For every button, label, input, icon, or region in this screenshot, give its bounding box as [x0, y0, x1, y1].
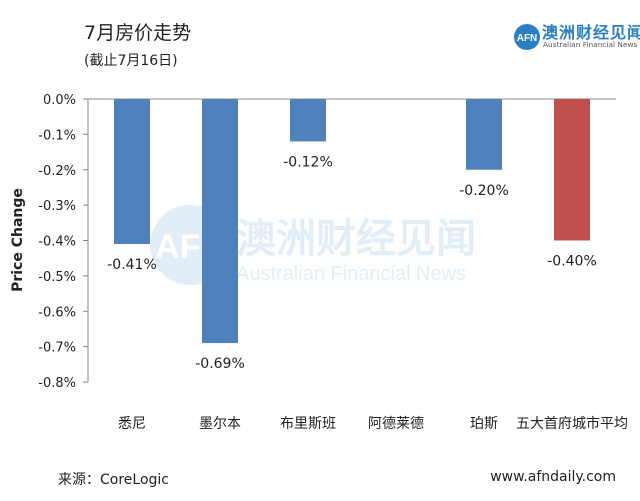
- chart-subtitle: (截止7月16日): [84, 53, 178, 69]
- y-tick-label: -0.1%: [38, 128, 76, 143]
- bars: -0.41% -0.69% -0.12% -0.20% -0.40%: [107, 99, 597, 372]
- watermark-name-cn: 澳洲财经见闻: [236, 216, 476, 262]
- y-tick-label: -0.3%: [38, 199, 76, 214]
- website-url[interactable]: www.afndaily.com: [490, 469, 616, 485]
- y-tick-label: -0.7%: [38, 341, 76, 356]
- data-label: -0.41%: [107, 257, 157, 273]
- data-label: -0.12%: [283, 154, 333, 170]
- logo-name-cn: 澳洲财经见闻: [542, 23, 640, 42]
- y-tick-label: -0.2%: [38, 164, 76, 179]
- y-axis: 0.0% -0.1% -0.2% -0.3% -0.4% -0.5% -0.6% -0.7% -…: [38, 93, 616, 391]
- y-tick-label: -0.8%: [38, 376, 76, 391]
- logo-name-en: Australian Financial News: [543, 40, 638, 49]
- bar: [466, 99, 502, 170]
- watermark-name-en: Australian Financial News: [236, 263, 466, 285]
- category-label: 悉尼: [118, 416, 146, 432]
- bar: [554, 99, 590, 241]
- category-label: 墨尔本: [199, 416, 241, 432]
- category-label: 阿德莱德: [368, 416, 424, 432]
- afn-logo-icon: AFN: [514, 24, 540, 50]
- y-tick-label: -0.5%: [38, 270, 76, 285]
- bar: [290, 99, 326, 142]
- category-label: 珀斯: [470, 416, 498, 432]
- y-tick-label: -0.6%: [38, 305, 76, 320]
- y-tick-label: -0.4%: [38, 235, 76, 250]
- data-label: -0.40%: [547, 254, 597, 270]
- chart-title: 7月房价走势: [84, 22, 192, 44]
- category-label: 布里斯班: [280, 416, 336, 432]
- source-note: 来源：CoreLogic: [58, 472, 169, 488]
- category-labels: 悉尼 墨尔本 布里斯班 阿德莱德 珀斯 五大首府城市平均: [118, 415, 628, 432]
- afn-logo-mark: AFN: [517, 33, 538, 44]
- data-label: -0.20%: [459, 183, 509, 199]
- bar: [202, 99, 238, 344]
- y-axis-title: Price Change: [10, 188, 26, 292]
- afn-logo: AFN 澳洲财经见闻 Australian Financial News: [512, 20, 640, 52]
- y-tick-label: 0.0%: [43, 93, 76, 108]
- afn-watermark: AFN 澳洲财经见闻 Australian Financial News: [150, 205, 476, 285]
- data-label: -0.69%: [195, 356, 245, 372]
- bar: [114, 99, 150, 245]
- category-label: 五大首府城市平均: [516, 415, 628, 432]
